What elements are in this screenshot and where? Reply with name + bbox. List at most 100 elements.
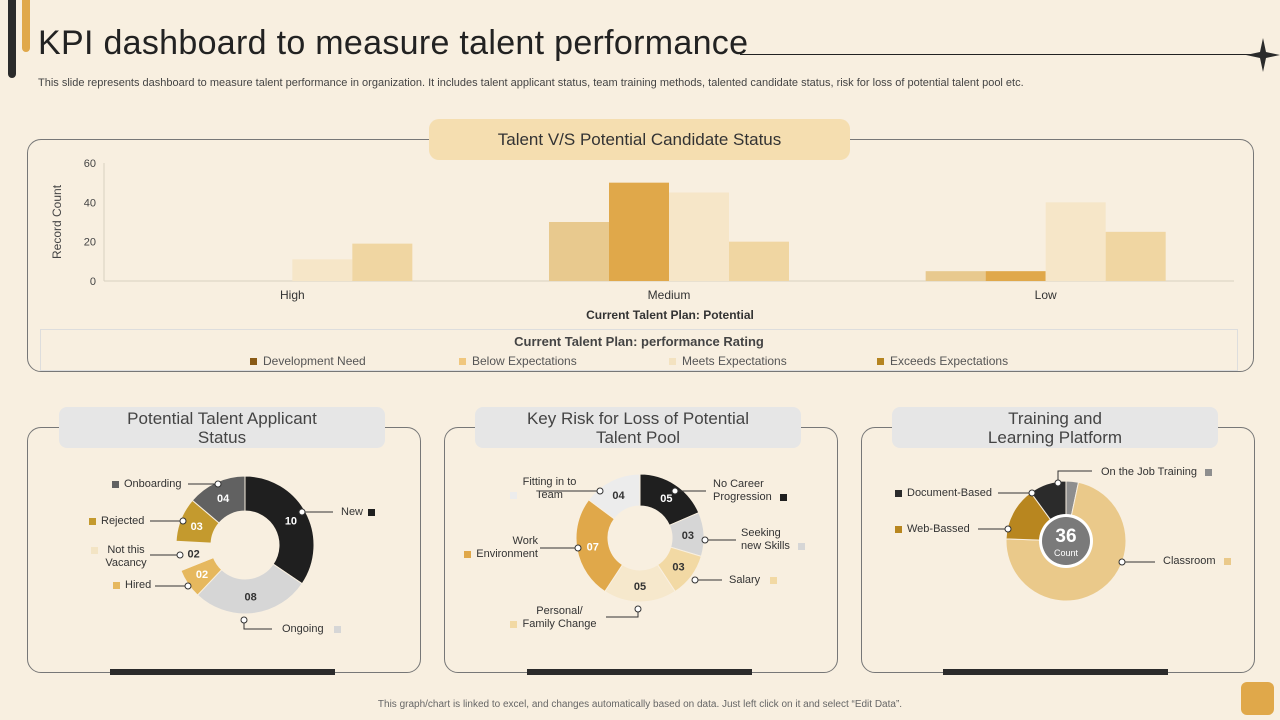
bar-medium-development-need [549, 222, 609, 281]
label-text: Salary [729, 574, 761, 586]
y-axis-label: Record Count [50, 184, 64, 259]
label-text: Ongoing [282, 623, 324, 635]
label-hired: Hired [113, 579, 151, 592]
label-work-environment: Work Environment [464, 535, 538, 561]
panel-footer-bar [527, 669, 752, 675]
label-text: Hired [125, 579, 152, 591]
legend-item-meets-expectations: Meets Expectations [669, 354, 787, 368]
label-text: Onboarding [124, 478, 182, 490]
panel-footer-bar [110, 669, 335, 675]
slice-value-label: 04 [217, 493, 230, 505]
label-fitting-in-to-team: Fitting in to Team [510, 476, 577, 502]
legend-swatch [112, 481, 119, 488]
slice-ongoing [196, 563, 303, 615]
applicant-status-title: Potential Talent Applicant Status [59, 407, 385, 448]
corner-accent [1241, 682, 1274, 715]
slice-value-label: 05 [660, 493, 672, 505]
legend-label: Meets Expectations [682, 354, 787, 368]
bar-high-exceeds-expectations [352, 243, 413, 281]
bar-high-meets-expectations [292, 259, 353, 281]
x-axis-label: Current Talent Plan: Potential [586, 308, 754, 322]
legend-item-below-expectations: Below Expectations [459, 354, 577, 368]
slice-value-label: 10 [285, 516, 297, 528]
training-title-text: Training and Learning Platform [987, 408, 1123, 447]
bar-chart: Record Count 0 20 40 60 High Medium Low Curre… [50, 158, 1234, 322]
applicant-status-donut: 10 08 02 02 03 04 [175, 475, 315, 615]
label-text: Personal/ Family Change [522, 605, 597, 630]
label-personal-family-change: Personal/ Family Change [510, 605, 597, 631]
slice-onboarding [191, 475, 246, 524]
bar-medium-below-expectations [609, 182, 669, 281]
legend-swatch [1205, 469, 1213, 476]
legend-swatch [895, 490, 902, 497]
label-text: Seeking new Skills [741, 527, 790, 552]
legend-swatch [770, 577, 778, 584]
slice-fitting-in-to-team [587, 473, 641, 520]
slice-value-label: 07 [587, 541, 599, 553]
panel-footer-bar [943, 669, 1168, 675]
legend-label: Below Expectations [472, 354, 577, 368]
sparkle-star-icon [1246, 38, 1280, 72]
legend-item-development-need: Development Need [250, 354, 366, 368]
legend-swatch [798, 543, 805, 550]
risk-title-text: Key Risk for Loss of Potential Talent Po… [526, 408, 750, 447]
legend-label: Exceeds Expectations [890, 354, 1009, 368]
legend-swatch [895, 526, 902, 533]
connectors-applicant [150, 480, 333, 630]
legend-swatch [464, 551, 471, 558]
legend-swatch [510, 621, 517, 628]
label-text: Document-Based [907, 487, 992, 499]
label-onboarding: Onboarding [112, 478, 182, 491]
label-text: Classroom [1163, 555, 1216, 567]
label-seeking-new-skills: Seeking new Skills [741, 527, 805, 553]
connectors-training [978, 470, 1155, 566]
label-text: On the Job Training [1101, 466, 1198, 478]
legend-swatch [250, 357, 257, 365]
label-document-based: Document-Based [895, 487, 992, 500]
slice-value-label: 08 [244, 592, 256, 604]
bar-low-meets-expectations [1045, 202, 1106, 281]
page-title: KPI dashboard to measure talent performa… [38, 24, 749, 62]
y-tick-label: 20 [84, 237, 96, 249]
label-ongoing: Ongoing [282, 623, 341, 636]
applicant-status-title-text: Potential Talent Applicant Status [127, 408, 317, 447]
label-web-bassed: Web-Bassed [895, 523, 970, 536]
legend-swatch [1223, 558, 1231, 565]
label-salary: Salary [729, 574, 778, 587]
slice-value-label: 04 [612, 490, 625, 502]
accent-bar-gold [22, 0, 30, 52]
slice-value-label: 03 [191, 521, 203, 533]
legend-title: Current Talent Plan: performance Rating [514, 334, 764, 349]
legend-swatch [877, 357, 884, 365]
label-on-the-job-training: On the Job Training [1101, 466, 1213, 479]
bar-chart-title: Talent V/S Potential Candidate Status [429, 119, 850, 160]
risk-title: Key Risk for Loss of Potential Talent Po… [475, 407, 801, 448]
training-center-badge-inner [1042, 517, 1090, 565]
label-text: Web-Bassed [907, 523, 970, 535]
label-rejected: Rejected [89, 515, 144, 528]
label-text: New [341, 506, 364, 518]
bar-low-development-need [925, 271, 986, 281]
training-center-value: 36 [1055, 526, 1076, 547]
slice-new [244, 475, 315, 585]
label-classroom: Classroom [1163, 555, 1231, 568]
legend-swatch [510, 492, 517, 499]
training-title: Training and Learning Platform [892, 407, 1218, 448]
bar-low-below-expectations [985, 271, 1046, 281]
legend-label: Development Need [263, 354, 366, 368]
footer-note: This graph/chart is linked to excel, and… [377, 699, 903, 710]
label-text: Fitting in to Team [522, 476, 577, 501]
label-text: Rejected [101, 515, 145, 527]
label-text: No Career Progression [713, 478, 772, 503]
slice-value-label: 05 [634, 581, 646, 593]
bar-low-exceeds-expectations [1105, 231, 1166, 281]
accent-bar-dark [8, 0, 16, 78]
label-text: Not this Vacancy [105, 544, 147, 569]
label-not-this-vacancy: Not this Vacancy [91, 544, 151, 570]
slice-value-label: 02 [188, 548, 200, 560]
risk-donut: 05 03 03 05 07 04 [575, 473, 705, 603]
label-no-career-progression: No Career Progression [713, 478, 787, 504]
legend-swatch [113, 582, 120, 589]
legend-swatch [459, 357, 466, 365]
